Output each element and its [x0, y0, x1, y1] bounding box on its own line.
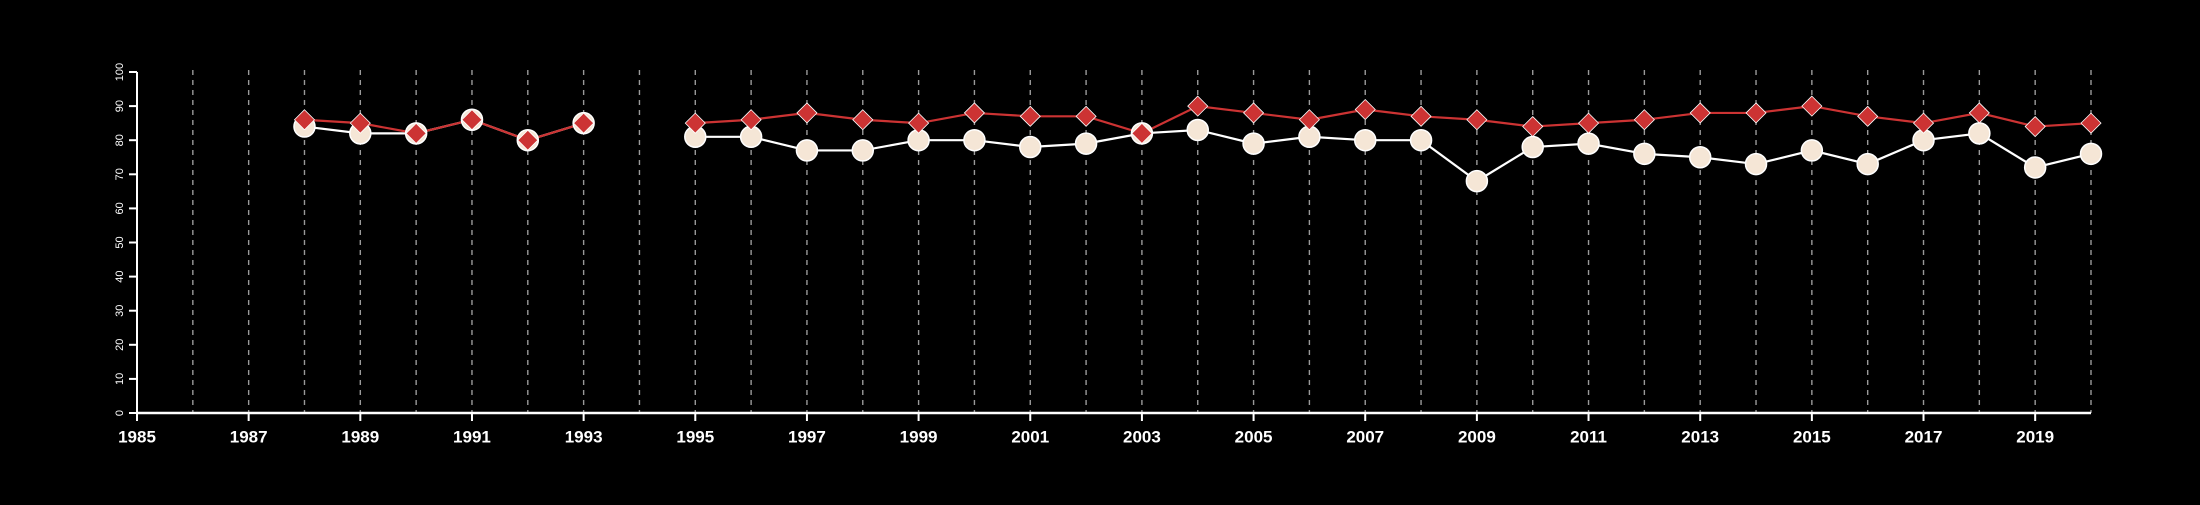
data-point-diamond	[1857, 105, 1879, 127]
data-point-circle	[795, 139, 819, 162]
data-point-diamond	[1075, 105, 1097, 127]
data-point-diamond	[573, 112, 595, 134]
data-point-circle	[851, 139, 875, 162]
grid-layer	[192, 70, 2092, 413]
data-point-circle	[1688, 146, 1712, 169]
x-tick-label: 1991	[453, 427, 491, 446]
x-tick-label: 1993	[565, 427, 603, 446]
data-point-circle	[1353, 128, 1377, 152]
x-tick-label: 1999	[900, 427, 938, 446]
y-tick-label: 20	[114, 339, 126, 351]
series-line	[695, 128, 2092, 183]
x-tick-label: 2015	[1793, 427, 1831, 446]
data-point-circle	[1968, 122, 1991, 145]
data-point-diamond	[1187, 95, 1209, 117]
data-point-diamond	[684, 112, 706, 134]
data-point-diamond	[852, 109, 874, 131]
y-tick-label: 50	[114, 236, 126, 248]
data-point-diamond	[963, 102, 985, 124]
x-tick-label: 1985	[118, 427, 156, 446]
data-point-diamond	[1298, 109, 1320, 131]
x-tick-label: 2009	[1458, 427, 1496, 446]
data-point-diamond	[1410, 105, 1432, 127]
data-point-circle	[1744, 152, 1768, 176]
x-tick-label: 1987	[230, 427, 268, 446]
series-layer	[293, 95, 2103, 193]
y-tick-label: 70	[114, 168, 126, 180]
data-point-diamond	[1019, 105, 1041, 127]
data-point-diamond	[1354, 98, 1376, 121]
data-point-circle	[1856, 152, 1879, 176]
data-point-circle	[1074, 132, 1098, 155]
y-tick-label: 40	[114, 270, 126, 282]
data-point-diamond	[1131, 122, 1153, 144]
data-point-diamond	[405, 122, 427, 144]
data-point-diamond	[461, 109, 483, 131]
data-point-circle	[1465, 169, 1489, 193]
data-point-diamond	[1801, 95, 1823, 117]
x-tick-label: 2011	[1570, 427, 1607, 446]
series-line	[695, 104, 2092, 135]
data-point-circle	[1186, 118, 1209, 142]
data-point-circle	[2023, 156, 2047, 179]
data-point-diamond	[517, 129, 539, 151]
x-tick-label: 1995	[676, 427, 714, 446]
data-point-diamond	[1633, 109, 1655, 131]
data-point-diamond	[1522, 115, 1544, 138]
data-point-diamond	[349, 112, 371, 134]
x-tick-label: 2013	[1681, 427, 1719, 446]
data-point-diamond	[1912, 112, 1935, 134]
x-tick-label: 2019	[2016, 427, 2054, 446]
data-point-circle	[1242, 132, 1265, 155]
data-point-diamond	[1466, 109, 1488, 131]
data-point-circle	[1409, 128, 1433, 152]
data-point-diamond	[1968, 102, 1990, 124]
x-tick-label: 2003	[1123, 427, 1161, 446]
data-point-circle	[1633, 142, 1656, 166]
x-tick-label: 2017	[1905, 427, 1943, 446]
x-tick-label: 2005	[1235, 427, 1273, 446]
data-point-diamond	[908, 112, 930, 134]
y-tick-label: 100	[114, 63, 126, 81]
x-tick-label: 2007	[1346, 427, 1384, 446]
y-tick-label: 80	[114, 134, 126, 146]
data-point-diamond	[1577, 112, 1600, 134]
y-tick-label: 0	[114, 410, 126, 416]
data-point-circle	[963, 128, 986, 152]
x-tick-label: 1989	[341, 427, 379, 446]
data-point-circle	[2079, 142, 2103, 166]
data-point-diamond	[1243, 102, 1265, 124]
x-tick-label: 1997	[788, 427, 826, 446]
y-tick-label: 60	[114, 202, 126, 214]
axis-layer: 0 10 20 30 40 50 60 70 80 90 100 1985 1987 1989 1991 19…	[114, 63, 2091, 446]
data-point-diamond	[1689, 102, 1711, 124]
data-point-circle	[1800, 139, 1824, 162]
data-point-diamond	[1745, 102, 1767, 124]
data-point-circle	[1019, 135, 1042, 159]
x-tick-label: 2001	[1011, 427, 1049, 446]
y-tick-label: 30	[114, 305, 126, 317]
series-line	[304, 118, 584, 142]
data-point-circle	[1577, 132, 1600, 155]
data-point-circle	[1521, 135, 1544, 159]
data-point-diamond	[740, 109, 762, 131]
data-point-diamond	[2080, 112, 2102, 134]
data-point-diamond	[796, 102, 818, 124]
y-tick-label: 90	[114, 100, 126, 112]
data-point-diamond	[2024, 115, 2046, 138]
data-point-diamond	[293, 109, 316, 131]
y-tick-label: 10	[114, 373, 126, 385]
